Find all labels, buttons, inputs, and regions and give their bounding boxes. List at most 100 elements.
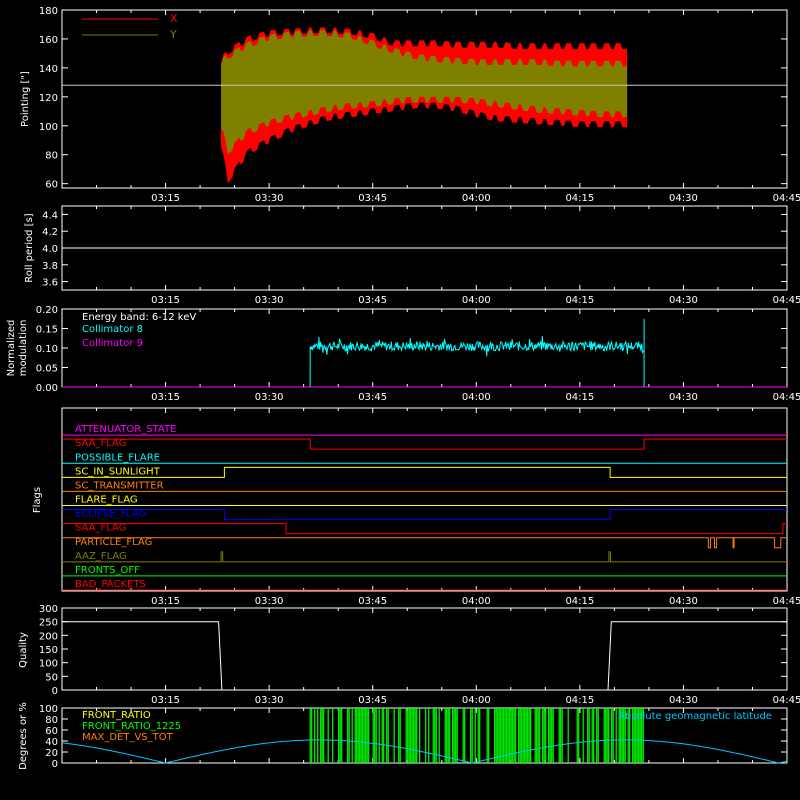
flag-line-sc-in-sunlight [62,466,787,478]
flag-label: BAD_PACKETS [75,579,146,590]
time-tick-label: 03:30 [255,695,284,706]
flag-label: FRONTS_OFF [75,565,140,576]
pointing-series-y-band [221,30,628,155]
flag-label: AAZ_FLAG [75,551,127,562]
quality-ytick-label: 150 [39,645,58,656]
ratios-ytick-label: 0 [52,759,58,770]
time-tick-label: 04:00 [462,596,491,607]
pointing-plot-frame [61,9,788,189]
quality-ytick-label: 100 [39,659,58,670]
time-tick-label: 03:15 [151,392,180,403]
time-tick-label: 04:15 [565,596,594,607]
time-tick-label: 03:15 [151,295,180,306]
flag-label: SAA_FLAG [75,438,126,449]
time-tick-label: 03:30 [255,295,284,306]
ratios-ytick-label: 80 [45,715,58,726]
time-tick-label: 04:15 [565,193,594,204]
legend-front-ratio: FRONT_RATIO [82,710,151,721]
chart-marks: 03:15 03:30 03:45 04:00 04:15 04:30 04:45 03:15… [36,6,800,770]
flag-label: PARTICLE_FLAG [75,537,152,548]
roll-period-ytick-label: 4.4 [42,210,58,221]
flag-label: SC_IN_SUNLIGHT [75,466,161,477]
pointing-ytick-label: 160 [39,35,58,46]
time-tick-label: 04:15 [565,295,594,306]
time-tick-label: 04:30 [669,695,698,706]
pointing-ytick-label: 180 [39,6,58,17]
time-tick-label: 04:45 [773,295,800,306]
time-tick-label: 04:00 [462,695,491,706]
time-tick-label: 04:45 [773,392,800,403]
time-tick-label: 03:30 [255,596,284,607]
time-tick-label: 04:45 [773,596,800,607]
modulation-ytick-label: 0.20 [36,305,58,316]
ratios-ytick-label: 20 [45,748,58,759]
time-tick-label: 04:45 [773,695,800,706]
modulation-ylabel-line2: modulation [18,320,29,377]
ratios-plot-frame [61,707,788,764]
roll-period-ytick-label: 3.8 [42,261,58,272]
flag-label: POSSIBLE_FLARE [75,452,160,463]
time-tick-label: 03:30 [255,392,284,403]
time-tick-label: 03:15 [151,596,180,607]
time-tick-label: 03:45 [358,392,387,403]
flag-line-saa-flag [62,523,787,535]
modulation-ytick-label: 0.15 [36,325,58,336]
flag-label: FLARE_FLAG [75,495,138,506]
ratios-ytick-label: 60 [45,726,58,737]
pointing-ytick-label: 100 [39,122,58,133]
legend-x-label: X [170,12,178,25]
flag-line-eclipse-flag [62,509,787,521]
quality-ytick-label: 200 [39,631,58,642]
quality-ylabel: Quality [18,632,29,668]
legend-geomag-latitude: Absolute geomagnetic latitude [618,711,772,722]
pointing-ytick-label: 60 [45,180,58,191]
flags-panel: Flags [32,407,788,592]
modulation-legend-collimator9: Collimator 9 [82,338,143,349]
collimator-8-line [309,318,645,388]
time-tick-label: 04:45 [773,193,800,204]
quality-ytick-label: 250 [39,618,58,629]
pointing-panel: Pointing ["] X Y [20,9,788,189]
legend-front-ratio-1225: FRONT_RATIO_1225 [82,721,181,732]
modulation-ytick-label: 0.00 [36,383,58,394]
roll-period-ytick-label: 4.2 [42,227,58,238]
pointing-ytick-label: 140 [39,64,58,75]
flags-plot-frame [61,407,788,592]
flag-label: SAA_FLAG [75,523,126,534]
pointing-ylabel: Pointing ["] [20,71,31,127]
ratios-ylabel: Degrees or % [18,702,29,770]
modulation-ytick-label: 0.10 [36,344,58,355]
flag-label: SC_TRANSMITTER [75,480,164,491]
time-tick-label: 03:45 [358,193,387,204]
time-tick-label: 04:00 [462,392,491,403]
roll-period-ytick-label: 3.6 [42,278,58,289]
ratios-ytick-label: 40 [45,737,58,748]
quality-ytick-label: 300 [39,604,58,615]
time-tick-label: 03:45 [358,295,387,306]
time-tick-label: 04:15 [565,695,594,706]
time-tick-label: 04:00 [462,193,491,204]
roll-period-ylabel: Roll period [s] [24,213,35,282]
ratios-ytick-label: 100 [39,704,58,715]
time-tick-label: 03:45 [358,596,387,607]
time-tick-label: 03:45 [358,695,387,706]
pointing-legend: X Y [82,12,178,41]
time-tick-label: 04:30 [669,193,698,204]
time-tick-label: 04:00 [462,295,491,306]
time-tick-label: 04:30 [669,295,698,306]
time-tick-label: 03:15 [151,695,180,706]
ratios-panel: Degrees or % [18,702,788,770]
modulation-ytick-label: 0.05 [36,364,58,375]
flag-label: ATTENUATOR_STATE [75,424,176,435]
quality-ytick-label: 50 [45,672,58,683]
flag-line-particle-flag [62,537,787,549]
time-tick-label: 03:30 [255,193,284,204]
modulation-legend-energy: Energy band: 6-12 keV [82,312,196,323]
flag-label: ECLIPSE_FLAG [75,509,146,520]
flag-line-aaz-flag [62,551,787,563]
roll-period-ytick-label: 4.0 [42,244,58,255]
ratios-legend: FRONT_RATIO FRONT_RATIO_1225 MAX_DET_VS_… [82,710,772,743]
pointing-ytick-label: 120 [39,93,58,104]
time-tick-label: 03:15 [151,193,180,204]
